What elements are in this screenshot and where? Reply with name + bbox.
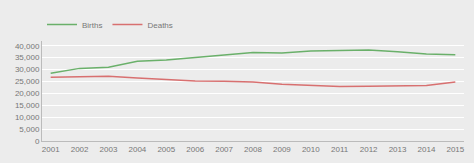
svg-text:20,000: 20,000 bbox=[15, 89, 40, 98]
svg-text:Births: Births bbox=[82, 21, 102, 30]
svg-text:Deaths: Deaths bbox=[147, 21, 172, 30]
svg-text:2012: 2012 bbox=[360, 145, 378, 154]
svg-text:2009: 2009 bbox=[273, 145, 291, 154]
svg-text:0: 0 bbox=[35, 137, 40, 146]
svg-text:40,000: 40,000 bbox=[15, 42, 40, 51]
svg-text:2007: 2007 bbox=[215, 145, 233, 154]
svg-text:25,000: 25,000 bbox=[15, 77, 40, 86]
svg-text:2014: 2014 bbox=[418, 145, 436, 154]
svg-text:2005: 2005 bbox=[157, 145, 175, 154]
svg-text:2010: 2010 bbox=[302, 145, 320, 154]
svg-text:2008: 2008 bbox=[244, 145, 262, 154]
svg-text:5,000: 5,000 bbox=[19, 125, 40, 134]
svg-text:2015: 2015 bbox=[446, 145, 464, 154]
svg-text:2001: 2001 bbox=[42, 145, 60, 154]
svg-text:30,000: 30,000 bbox=[15, 65, 40, 74]
svg-text:10,000: 10,000 bbox=[15, 113, 40, 122]
svg-text:35,000: 35,000 bbox=[15, 53, 40, 62]
svg-text:2003: 2003 bbox=[100, 145, 118, 154]
svg-text:15,000: 15,000 bbox=[15, 101, 40, 110]
svg-text:2006: 2006 bbox=[186, 145, 204, 154]
svg-text:2011: 2011 bbox=[331, 145, 349, 154]
svg-text:2013: 2013 bbox=[389, 145, 407, 154]
svg-text:2004: 2004 bbox=[128, 145, 146, 154]
svg-text:2002: 2002 bbox=[71, 145, 89, 154]
